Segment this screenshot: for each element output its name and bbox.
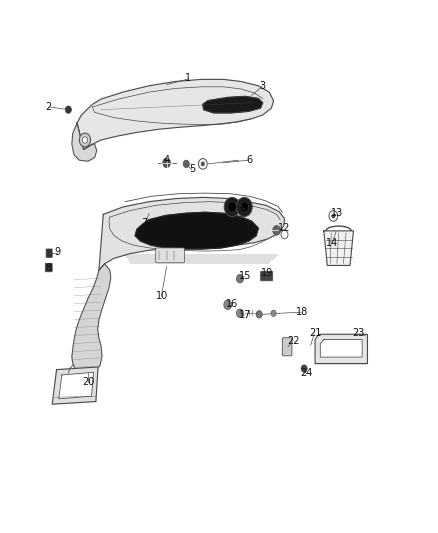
Text: 3: 3 xyxy=(260,81,266,91)
Text: 1: 1 xyxy=(185,73,191,83)
Polygon shape xyxy=(72,123,97,161)
Text: 18: 18 xyxy=(296,306,308,317)
Text: 8: 8 xyxy=(46,263,52,273)
Text: 19: 19 xyxy=(261,268,273,278)
Polygon shape xyxy=(315,334,367,364)
Text: 20: 20 xyxy=(82,377,94,387)
Text: 5: 5 xyxy=(190,164,196,174)
Circle shape xyxy=(240,201,249,212)
FancyBboxPatch shape xyxy=(261,271,273,281)
Polygon shape xyxy=(72,264,111,375)
Circle shape xyxy=(79,133,91,147)
Text: 21: 21 xyxy=(309,328,321,338)
Polygon shape xyxy=(135,212,258,249)
Text: 9: 9 xyxy=(54,247,60,257)
Polygon shape xyxy=(324,231,353,265)
Text: 16: 16 xyxy=(226,298,238,309)
FancyBboxPatch shape xyxy=(283,338,292,356)
Circle shape xyxy=(228,201,237,212)
Text: 24: 24 xyxy=(300,368,312,378)
Polygon shape xyxy=(52,367,98,404)
Circle shape xyxy=(224,197,240,216)
Text: 12: 12 xyxy=(278,223,291,233)
Circle shape xyxy=(198,159,207,169)
Text: 22: 22 xyxy=(287,336,300,346)
Text: 2: 2 xyxy=(46,102,52,112)
Text: 4: 4 xyxy=(163,155,170,165)
Polygon shape xyxy=(99,197,285,270)
Text: 7: 7 xyxy=(141,218,148,228)
Circle shape xyxy=(301,365,307,372)
Circle shape xyxy=(281,230,288,239)
Circle shape xyxy=(82,137,88,143)
Circle shape xyxy=(273,225,281,235)
Text: 17: 17 xyxy=(239,310,251,320)
Circle shape xyxy=(237,309,244,318)
Polygon shape xyxy=(59,372,94,399)
Text: 6: 6 xyxy=(247,155,253,165)
FancyBboxPatch shape xyxy=(155,248,184,263)
Circle shape xyxy=(162,158,170,167)
Text: 11: 11 xyxy=(239,203,251,213)
Text: 13: 13 xyxy=(331,208,343,219)
Circle shape xyxy=(183,160,189,167)
Text: 15: 15 xyxy=(239,271,251,280)
Polygon shape xyxy=(320,340,362,357)
Circle shape xyxy=(237,274,244,283)
Circle shape xyxy=(224,300,232,310)
Circle shape xyxy=(329,211,338,221)
Circle shape xyxy=(201,162,205,166)
Text: 10: 10 xyxy=(156,290,168,301)
Circle shape xyxy=(65,106,71,114)
Circle shape xyxy=(271,310,276,317)
Circle shape xyxy=(237,197,252,216)
Circle shape xyxy=(256,311,262,318)
Text: 14: 14 xyxy=(326,238,339,247)
Polygon shape xyxy=(77,79,274,150)
Circle shape xyxy=(332,214,335,218)
FancyBboxPatch shape xyxy=(45,263,52,272)
Polygon shape xyxy=(203,96,263,113)
Text: 23: 23 xyxy=(353,328,365,338)
FancyBboxPatch shape xyxy=(46,249,52,257)
